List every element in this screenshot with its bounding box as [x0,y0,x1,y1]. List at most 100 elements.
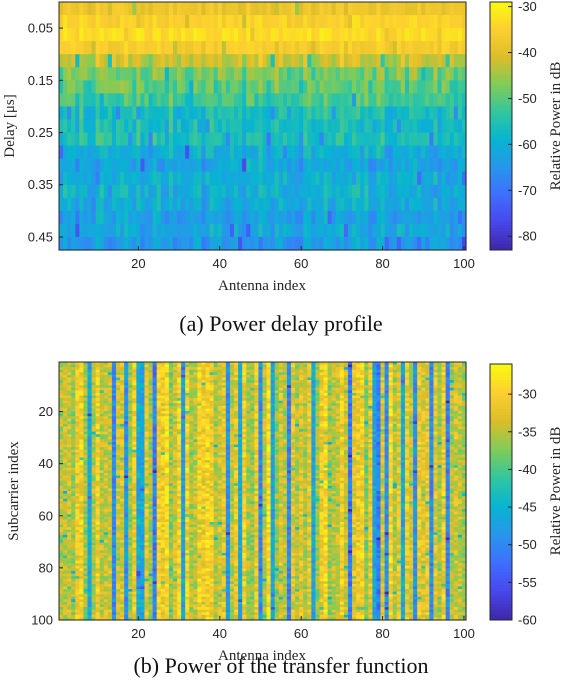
heatmap-cell [323,210,329,225]
heatmap-cell [148,41,154,55]
heatmap-cell [124,429,129,433]
heatmap-cell [172,426,178,430]
heatmap-cell [376,158,382,173]
heatmap-cell [400,429,406,433]
heatmap-cell [388,392,394,397]
heatmap-cell [71,403,76,407]
heatmap-cell [164,403,170,407]
heatmap-cell [417,15,422,29]
heatmap-cell [270,436,276,440]
heatmap-cell [323,197,329,212]
heatmap-cell [234,93,239,108]
heatmap-cell [99,390,105,394]
heatmap-cell [91,28,97,42]
heatmap-cell [392,145,398,160]
heatmap-cell [111,67,117,81]
heatmap-cell [193,197,198,212]
heatmap-cell [164,369,170,373]
heatmap-cell [177,408,182,412]
heatmap-cell [437,197,443,212]
heatmap-cell [197,377,203,381]
heatmap-cell [307,362,312,366]
heatmap-cell [396,431,402,435]
heatmap-cell [59,28,64,42]
heatmap-cell [343,119,349,134]
heatmap-cell [356,362,361,366]
heatmap-cell [396,405,402,410]
heatmap-cell [132,372,137,376]
heatmap-cell [331,392,337,397]
heatmap-cell [323,158,329,173]
heatmap-cell [140,395,146,399]
heatmap-cell [400,54,406,68]
heatmap-cell [352,392,357,397]
heatmap-cell [63,80,68,94]
heatmap-cell [87,367,93,371]
heatmap-cell [315,369,321,373]
heatmap-cell [132,119,137,134]
heatmap-cell [274,67,280,81]
heatmap-cell [347,2,353,16]
heatmap-cell [303,80,308,94]
heatmap-cell [168,184,174,199]
heatmap-cell [404,421,410,425]
heatmap-cell [413,418,418,422]
heatmap-cell [303,423,308,428]
heatmap-cell [331,408,337,412]
heatmap-cell [262,429,268,433]
heatmap-cell [376,28,382,42]
heatmap-cell [254,382,260,386]
heatmap-cell [225,93,231,108]
heatmap-cell [449,369,455,373]
heatmap-cell [148,15,154,29]
heatmap-cell [364,426,369,430]
heatmap-cell [164,41,170,55]
heatmap-cell [270,418,276,422]
heatmap-cell [67,392,72,397]
heatmap-cell [449,93,455,108]
heatmap-cell [140,197,146,212]
heatmap-cell [115,184,121,199]
heatmap-cell [238,106,243,121]
heatmap-cell [437,418,443,422]
heatmap-cell [270,362,276,366]
heatmap-cell [315,431,321,435]
heatmap-cell [303,106,308,121]
heatmap-cell [181,403,186,407]
heatmap-cell [115,400,121,404]
heatmap-cell [449,145,455,160]
heatmap-cell [282,184,288,199]
heatmap-cell [221,132,227,147]
heatmap-cell [140,372,146,376]
heatmap-cell [258,210,264,225]
heatmap-cell [413,28,418,42]
heatmap-cell [376,210,382,225]
heatmap-cell [278,429,284,433]
heatmap-cell [172,395,178,399]
heatmap-cell [83,41,89,55]
heatmap-cell [286,395,292,399]
heatmap-cell [152,411,158,415]
heatmap-cell [319,403,325,407]
heatmap-cell [132,210,137,225]
heatmap-cell [111,2,117,16]
heatmap-cell [327,184,333,199]
heatmap-cell [335,377,341,381]
heatmap-cell [71,184,76,199]
heatmap-cell [299,15,304,29]
heatmap-cell [331,380,337,384]
heatmap-cell [115,67,121,81]
heatmap-cell [433,385,439,389]
heatmap-cell [319,392,325,397]
heatmap-cell [331,210,337,225]
heatmap-cell [229,431,235,435]
heatmap-cell [75,395,80,399]
heatmap-cell [67,80,72,94]
colorbar-segment [490,166,512,170]
heatmap-cell [388,405,394,410]
heatmap-cell [242,145,247,160]
heatmap-cell [449,405,455,410]
heatmap-cell [144,158,150,173]
heatmap-cell [417,429,422,433]
